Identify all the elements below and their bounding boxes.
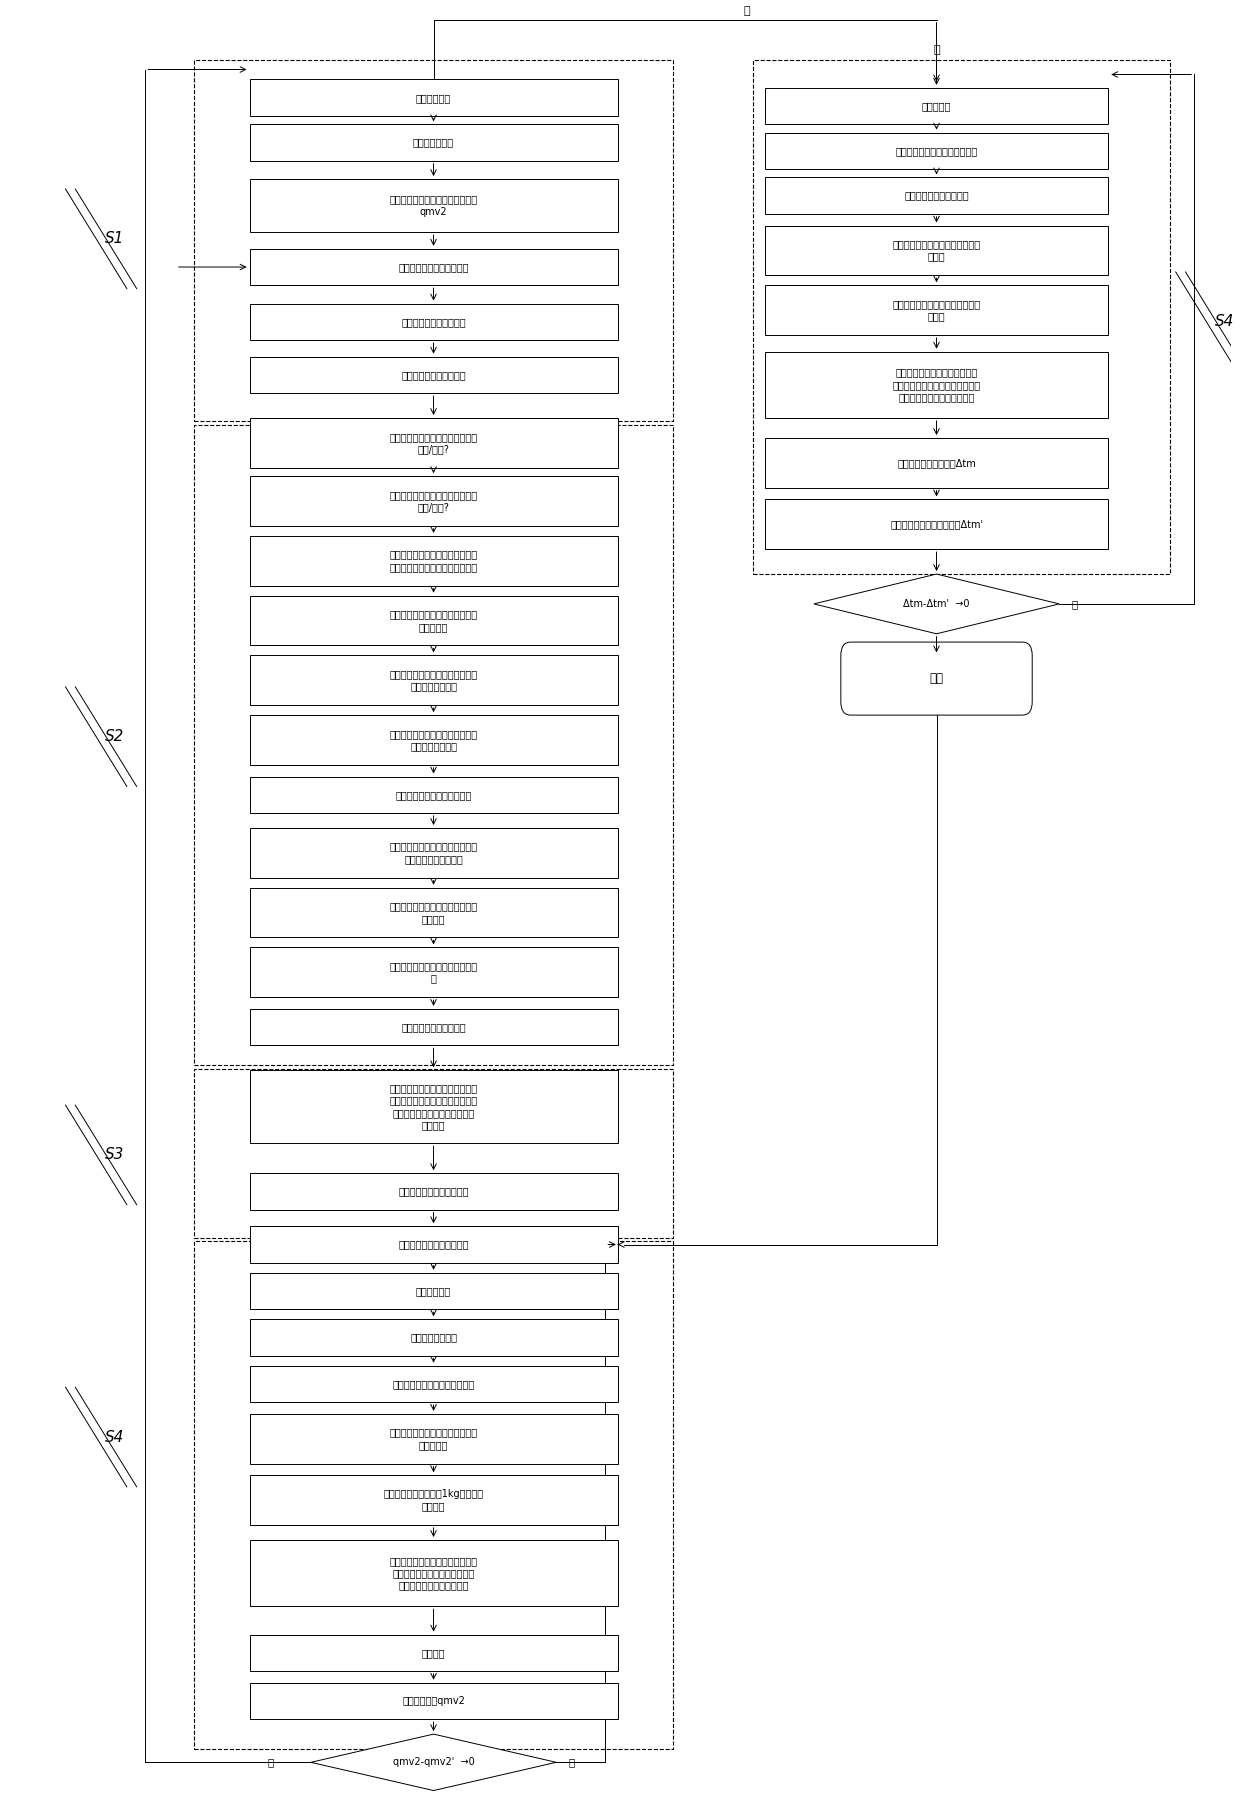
Bar [765, 88, 1109, 124]
Bar [249, 1273, 618, 1309]
Bar [249, 178, 618, 233]
Bar [249, 777, 618, 813]
FancyBboxPatch shape [841, 642, 1032, 716]
Text: 设定吸收器压损及再循环倍数: 设定吸收器压损及再循环倍数 [396, 790, 471, 801]
Text: 否: 否 [1071, 599, 1078, 609]
Text: 是: 是 [268, 1758, 274, 1767]
Bar [249, 476, 618, 526]
Text: 设定溴化锂溶液从吸收器中流到低
压发生器后浓度变化量: 设定溴化锂溶液从吸收器中流到低 压发生器后浓度变化量 [389, 842, 477, 864]
Text: 高、低压发生器的循环倍率: 高、低压发生器的循环倍率 [398, 1186, 469, 1197]
Bar [195, 59, 673, 422]
Bar [249, 947, 618, 997]
Text: 凝结水放热量: 凝结水放热量 [415, 1286, 451, 1296]
Text: 冷媒水流量: 冷媒水流量 [921, 101, 951, 112]
Bar [249, 1682, 618, 1720]
Text: 计算烟气比热容: 计算烟气比热容 [413, 137, 454, 148]
Text: 设定吸收器出口处稀溶液与吸收器
冷却水温差: 设定吸收器出口处稀溶液与吸收器 冷却水温差 [389, 609, 477, 631]
Text: 设定冷却水总温升，并对冷却水在
吸收器和冷凝器中的温升进行分配: 设定冷却水总温升，并对冷却水在 吸收器和冷凝器中的温升进行分配 [389, 550, 477, 572]
Bar [249, 357, 618, 393]
Text: 设定溴化锂溶液蒸发温度与冷媒水
出口处温度的差值: 设定溴化锂溶液蒸发温度与冷媒水 出口处温度的差值 [389, 728, 477, 752]
Bar [249, 1414, 618, 1464]
Bar [249, 249, 618, 285]
Bar [249, 1540, 618, 1606]
Bar [249, 654, 618, 705]
Text: 结束: 结束 [930, 673, 944, 685]
Polygon shape [813, 573, 1059, 635]
Bar [765, 285, 1109, 335]
Bar [765, 133, 1109, 169]
Text: 设定溴化锂溶液在高压发生器中浓
度变化量: 设定溴化锂溶液在高压发生器中浓 度变化量 [389, 902, 477, 923]
Bar [765, 499, 1109, 550]
Bar [195, 426, 673, 1066]
Text: 假设加热工作烟气出口温度: 假设加热工作烟气出口温度 [398, 261, 469, 272]
Text: 假设溴化锂制冷机的制冷量: 假设溴化锂制冷机的制冷量 [398, 1239, 469, 1249]
Text: 设定溴化锂溶液冷凝温度与冷却水
出口处温度的差值: 设定溴化锂溶液冷凝温度与冷却水 出口处温度的差值 [389, 669, 477, 692]
Bar [765, 177, 1109, 215]
Bar [249, 828, 618, 878]
Text: 判断冷却水温升的分配是否合适: 判断冷却水温升的分配是否合适 [895, 146, 977, 155]
Text: 进入发生器的稀溶液浓度及发生器
泵流量: 进入发生器的稀溶液浓度及发生器 泵流量 [893, 240, 981, 261]
Bar [765, 438, 1109, 489]
Text: 设定蒸发器的再循环倍数: 设定蒸发器的再循环倍数 [402, 1022, 466, 1031]
Text: 输入加热工作烟气进门温度及流量
qmv2: 输入加热工作烟气进门温度及流量 qmv2 [389, 195, 477, 216]
Bar [249, 1010, 618, 1046]
Text: 冷剂水的质量流量: 冷剂水的质量流量 [410, 1332, 458, 1343]
Text: 加热烟气流量qmv2: 加热烟气流量qmv2 [402, 1697, 465, 1706]
Text: 设定双效溴化锂制冷剂流程结构，
串联/并联?: 设定双效溴化锂制冷剂流程结构， 串联/并联? [389, 431, 477, 454]
Bar [249, 1174, 618, 1210]
Text: 发生器的对数平均温差Δtm: 发生器的对数平均温差Δtm [898, 458, 976, 467]
Text: 设定吸收器与冷凝器的连接方式，
串联/并联?: 设定吸收器与冷凝器的连接方式， 串联/并联? [389, 490, 477, 512]
Bar [249, 79, 618, 115]
Bar [249, 1475, 618, 1525]
Bar [249, 1320, 618, 1356]
Text: S1: S1 [105, 231, 124, 247]
Text: 否: 否 [568, 1758, 574, 1767]
Bar [249, 887, 618, 938]
Text: 冷却水泵及蒸发器泵流量: 冷却水泵及蒸发器泵流量 [904, 191, 968, 200]
Text: 高、低压发生器中产生1kg水蒸汽时
的热负荷: 高、低压发生器中产生1kg水蒸汽时 的热负荷 [383, 1489, 484, 1511]
Text: S4: S4 [105, 1430, 124, 1444]
Text: 高压发生器、低压发生器、冷凝
器、吸收器、蒸发器、高温热交换
器、低温热交换器的传热面积: 高压发生器、低压发生器、冷凝 器、吸收器、蒸发器、高温热交换 器、低温热交换器的… [893, 368, 981, 402]
Text: 高、低发生器中产生的水蒸汽量: 高、低发生器中产生的水蒸汽量 [392, 1379, 475, 1388]
Bar [249, 716, 618, 764]
Text: S4: S4 [1215, 314, 1235, 330]
Bar [249, 1071, 618, 1143]
Bar [249, 1635, 618, 1671]
Bar [765, 352, 1109, 418]
Text: 输入烟气成分: 输入烟气成分 [415, 92, 451, 103]
Text: S2: S2 [105, 728, 124, 745]
Text: 核算发生器的对数平均温差Δtm': 核算发生器的对数平均温差Δtm' [890, 519, 983, 530]
Text: 是: 是 [934, 647, 940, 656]
Text: 单位时间内进入高、低压发生器的
稀溶液质量: 单位时间内进入高、低压发生器的 稀溶液质量 [389, 1428, 477, 1450]
Text: 进入吸收器的稀溶液浓度及吸收器
泵流量: 进入吸收器的稀溶液浓度及吸收器 泵流量 [893, 299, 981, 321]
Text: 否: 否 [934, 45, 940, 54]
Text: qmv2-qmv2'  →0: qmv2-qmv2' →0 [393, 1758, 475, 1767]
Text: Δtm-Δtm'  →0: Δtm-Δtm' →0 [903, 599, 970, 609]
Bar [249, 1226, 618, 1262]
Bar [249, 1365, 618, 1403]
Text: S3: S3 [105, 1147, 124, 1163]
Bar [249, 535, 618, 586]
Bar [765, 225, 1109, 276]
Text: 热力系数: 热力系数 [422, 1648, 445, 1657]
Text: 蒸发器、吸收器、冷凝器、低压发
生器、高压发生器、高温热交换
器、低温热交换器的热负荷: 蒸发器、吸收器、冷凝器、低压发 生器、高压发生器、高温热交换 器、低温热交换器的… [389, 1556, 477, 1590]
Bar [249, 303, 618, 341]
Polygon shape [311, 1734, 557, 1790]
Bar [249, 595, 618, 645]
Text: 溴化锂溶液在蒸发器、吸收器、冷
凝器、低压发生器、高压发生器、
高温热交换器的温度、压力、浓
度、焓值: 溴化锂溶液在蒸发器、吸收器、冷 凝器、低压发生器、高压发生器、 高温热交换器的温… [389, 1084, 477, 1130]
Bar [753, 59, 1169, 573]
Text: 输入冷媒水进、出口温度: 输入冷媒水进、出口温度 [402, 317, 466, 326]
Bar [195, 1069, 673, 1239]
Text: 否: 否 [743, 7, 750, 16]
Text: 输入冷却水进、出口温度: 输入冷却水进、出口温度 [402, 370, 466, 380]
Bar [249, 124, 618, 160]
Text: 设定凝结水离开凝结水换热器的温
度: 设定凝结水离开凝结水换热器的温 度 [389, 961, 477, 984]
Bar [249, 418, 618, 467]
Bar [195, 1240, 673, 1749]
